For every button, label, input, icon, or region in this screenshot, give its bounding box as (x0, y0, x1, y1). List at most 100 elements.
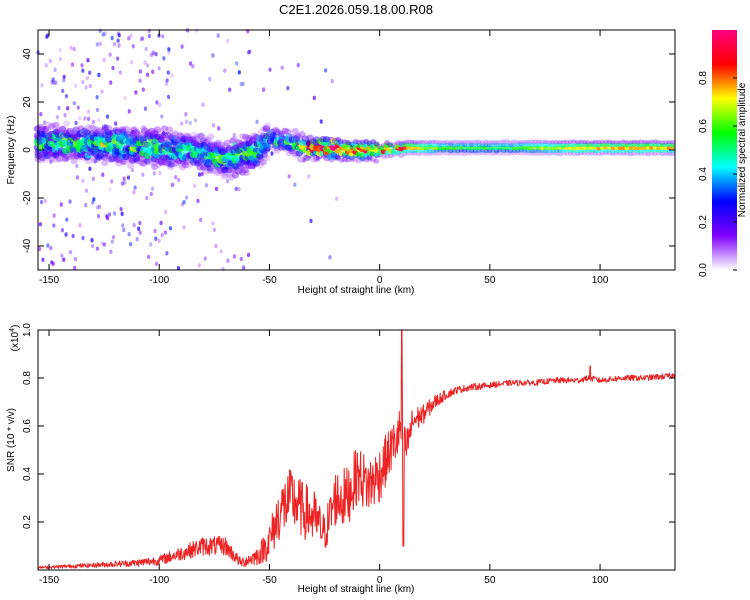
spectrogram-cell (522, 140, 527, 145)
spectrogram-cell (504, 139, 510, 144)
y-tick-label: 1.0 (22, 323, 33, 337)
spectrogram-cell (462, 142, 468, 148)
spectrogram-cell (68, 249, 73, 255)
spectrogram-cell (190, 139, 198, 147)
spectrogram-cell (341, 157, 348, 163)
spectrogram-cell (522, 142, 528, 147)
spectrogram-cell (617, 140, 623, 145)
spectrogram-cell (434, 143, 440, 148)
spectrogram-cell (599, 142, 605, 148)
spectrogram-cell (402, 142, 408, 147)
spectrogram-cell (37, 123, 45, 130)
spectrogram-cell (217, 126, 221, 131)
spectrogram-cell (307, 174, 311, 179)
spectrogram-cell (157, 66, 161, 71)
x-tick-label: 50 (484, 575, 496, 586)
spectrogram-cell (157, 136, 165, 144)
spectrogram-cell (66, 127, 74, 135)
spectrogram-cell (132, 222, 136, 228)
spectrogram-cell (666, 140, 672, 145)
spectrogram-cell (293, 182, 297, 187)
spectrogram-cell (260, 125, 268, 132)
spectrogram-cell (180, 121, 184, 126)
spectrogram-cell (143, 60, 147, 65)
spectrogram-cell (536, 148, 542, 153)
spectrogram-cell (294, 133, 302, 140)
spectrogram-cell (239, 169, 247, 176)
spectrogram-cell (81, 178, 85, 183)
spectrogram-cell (166, 70, 170, 75)
spectrogram-cell (43, 126, 47, 131)
y-tick-label: 40 (22, 48, 33, 60)
spectrogram-cell (578, 142, 584, 148)
spectrogram-cell (191, 64, 195, 69)
spectrogram-cell (427, 151, 432, 157)
spectrogram-cell (75, 163, 79, 169)
spectrogram-cell (402, 140, 408, 145)
spectrogram-cell (543, 148, 549, 154)
colorbar-tick-label: 0.2 (698, 215, 709, 229)
spectrogram-cell (373, 141, 380, 147)
spectrogram-cell (596, 142, 602, 148)
spectrogram-cell (536, 151, 542, 157)
spectrogram-cell (334, 196, 339, 201)
spectrogram-cell (38, 222, 42, 227)
spectrogram-cell (237, 141, 246, 148)
spectrogram-cell (73, 256, 77, 262)
spectrogram-cell (123, 95, 127, 101)
spectrogram-cell (161, 131, 166, 136)
spectrogram-cell (508, 148, 513, 154)
spectrogram-cell (149, 242, 153, 247)
spectrogram-cell (62, 74, 66, 80)
spectrogram-cell (241, 166, 249, 174)
spectrogram-cell (262, 154, 271, 162)
spectrogram-cell (405, 148, 411, 154)
spectrogram-cell (231, 172, 240, 179)
spectrogram-cell (142, 126, 146, 131)
spectrogram-cell (204, 136, 212, 143)
spectrogram-cell (239, 163, 247, 170)
spectrogram-cell (656, 139, 661, 145)
spectrogram-cell (51, 77, 55, 82)
spectrogram-cell (84, 123, 93, 131)
y-tick-label: -20 (22, 190, 33, 205)
spectrogram-cell (370, 157, 377, 163)
spectrogram-cell (158, 159, 166, 167)
spectrogram-cell (163, 209, 168, 215)
spectrogram-cell (638, 146, 644, 151)
spectrogram-cell (309, 218, 313, 224)
spectrogram-cell (451, 139, 457, 145)
spectrogram-cell (617, 142, 623, 147)
spectrogram-cell (145, 72, 150, 77)
spectrogram-cell (92, 197, 96, 202)
spectrogram-cell (197, 132, 205, 140)
spectrogram-cell (458, 142, 464, 147)
snr-y-scale-exponent: 4 (9, 328, 16, 332)
spectrogram-cell (140, 36, 145, 41)
spectrogram-cell (483, 139, 489, 144)
spectrogram-cell (114, 121, 118, 126)
spectrogram-cell (122, 176, 126, 181)
spectrogram-cell (412, 142, 418, 148)
colorbar-axis: 0.0 0.2 0.4 0.6 0.8 (698, 71, 737, 277)
spectrogram-cell (48, 58, 52, 64)
spectrogram-cell (245, 134, 253, 142)
spectrogram-cell (268, 67, 272, 72)
spectrogram-cell (582, 142, 588, 147)
spectrogram-cell (242, 169, 251, 177)
spectrogram-cell (133, 185, 137, 190)
spectrogram-cell (127, 36, 131, 41)
spectrogram-cell (115, 160, 123, 167)
x-tick-label: -150 (39, 575, 59, 586)
spectrogram-cell (129, 60, 134, 65)
spectrogram-cell (41, 125, 50, 133)
spectrogram-cell (85, 75, 89, 81)
spectrogram-cell (76, 105, 80, 110)
spectrogram-cell (111, 235, 116, 240)
spectrogram-cell (241, 133, 250, 141)
spectrogram-cell (589, 151, 594, 156)
spectrogram-cell (206, 165, 215, 172)
spectrogram-cell (635, 140, 641, 145)
spectrogram-cell (193, 134, 201, 141)
spectrogram-cell (627, 142, 633, 147)
